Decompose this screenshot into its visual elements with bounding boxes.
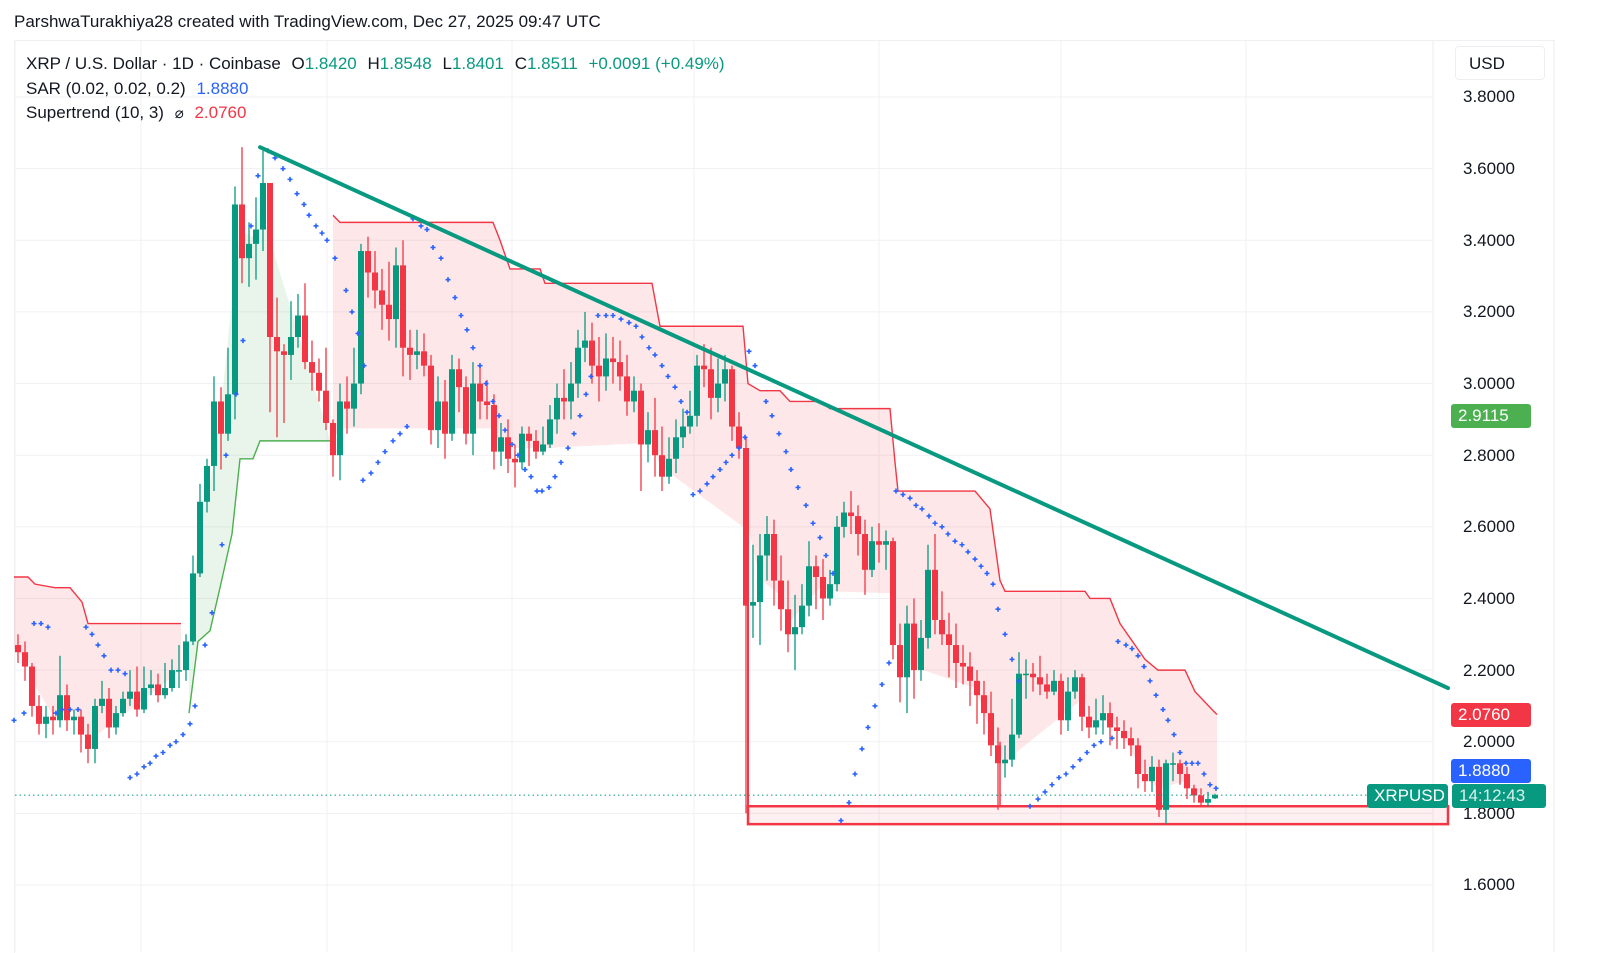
chart-credit: ParshwaTurakhiya28 created with TradingV… bbox=[14, 12, 601, 31]
price-tick: 1.6000 bbox=[1463, 875, 1515, 894]
legend-supertrend-row[interactable]: Supertrend (10, 3) ⌀ 2.0760 bbox=[26, 101, 725, 127]
price-tick: 3.2000 bbox=[1463, 302, 1515, 321]
sar-indicator-value: 1.8880 bbox=[196, 78, 249, 98]
low-value: 1.8401 bbox=[451, 54, 504, 73]
symbol-description[interactable]: XRP / U.S. Dollar · 1D · Coinbase bbox=[26, 54, 281, 73]
price-tick: 2.4000 bbox=[1463, 589, 1515, 608]
change-value: +0.0091 (+0.49%) bbox=[588, 54, 725, 73]
supertrend-indicator-name[interactable]: Supertrend (10, 3) bbox=[26, 103, 164, 122]
price-tick: 2.0000 bbox=[1463, 732, 1515, 751]
price-tick: 3.8000 bbox=[1463, 87, 1515, 106]
chart-legend: XRP / U.S. Dollar · 1D · Coinbase O1.842… bbox=[26, 52, 725, 127]
price-tick: 3.0000 bbox=[1463, 374, 1515, 393]
price-tick: 2.2000 bbox=[1463, 661, 1515, 680]
high-label: H bbox=[367, 54, 380, 73]
symbol-label-badge: XRPUSD bbox=[1367, 784, 1448, 808]
price-tick: 1.8000 bbox=[1463, 804, 1515, 823]
supertrend-price-badge: 2.0760 bbox=[1451, 703, 1531, 727]
price-tick: 2.8000 bbox=[1463, 446, 1515, 465]
candlestick-series bbox=[15, 147, 1218, 825]
price-tick: 2.6000 bbox=[1463, 517, 1515, 536]
price-tick: 3.6000 bbox=[1463, 159, 1515, 178]
open-value: 1.8420 bbox=[304, 54, 357, 73]
bar-countdown-badge: 14:12:43 bbox=[1452, 784, 1546, 808]
descending-trendline[interactable] bbox=[258, 145, 1450, 691]
open-label: O bbox=[291, 54, 305, 73]
high-value: 1.8548 bbox=[379, 54, 432, 73]
supertrend-indicator-value: 2.0760 bbox=[194, 103, 247, 122]
close-value: 1.8511 bbox=[526, 54, 578, 73]
visibility-hidden-icon[interactable]: ⌀ bbox=[174, 105, 184, 122]
legend-symbol-row[interactable]: XRP / U.S. Dollar · 1D · Coinbase O1.842… bbox=[26, 52, 725, 77]
price-tick: 3.4000 bbox=[1463, 231, 1515, 250]
supertrend-up-price-badge: 2.9115 bbox=[1451, 404, 1531, 428]
low-label: L bbox=[442, 54, 452, 73]
close-label: C bbox=[514, 54, 527, 73]
parabolic-sar-dots bbox=[11, 148, 1219, 824]
currency-button[interactable]: USD bbox=[1455, 46, 1545, 80]
legend-sar-row[interactable]: SAR (0.02, 0.02, 0.2) 1.8880 bbox=[26, 77, 725, 102]
sar-price-badge: 1.8880 bbox=[1451, 759, 1531, 783]
sar-indicator-name[interactable]: SAR (0.02, 0.02, 0.2) bbox=[26, 78, 186, 98]
